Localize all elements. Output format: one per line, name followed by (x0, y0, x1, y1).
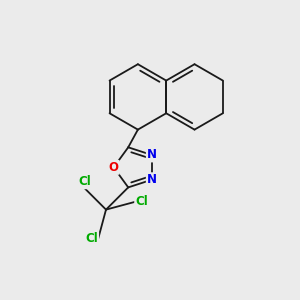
Text: N: N (147, 148, 157, 161)
Text: Cl: Cl (85, 232, 98, 245)
Text: O: O (109, 161, 119, 174)
Text: N: N (147, 173, 157, 186)
Text: Cl: Cl (78, 175, 91, 188)
Text: Cl: Cl (135, 195, 148, 208)
